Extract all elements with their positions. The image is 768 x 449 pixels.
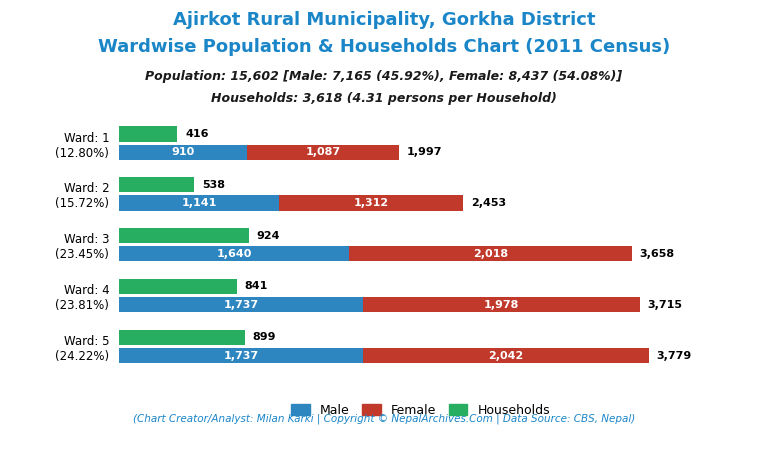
Text: 910: 910	[171, 147, 194, 157]
Text: 2,042: 2,042	[488, 351, 523, 361]
Bar	[119, 177, 194, 192]
Text: 1,141: 1,141	[181, 198, 217, 208]
Bar	[119, 330, 245, 345]
Text: 1,737: 1,737	[223, 299, 258, 310]
Bar	[119, 145, 247, 160]
Bar	[362, 348, 649, 363]
Text: Households: 3,618 (4.31 persons per Household): Households: 3,618 (4.31 persons per Hous…	[211, 92, 557, 105]
Bar	[119, 297, 362, 313]
Text: 416: 416	[185, 129, 209, 139]
Text: Population: 15,602 [Male: 7,165 (45.92%), Female: 8,437 (54.08%)]: Population: 15,602 [Male: 7,165 (45.92%)…	[145, 70, 623, 83]
Bar	[119, 348, 362, 363]
Text: Ajirkot Rural Municipality, Gorkha District: Ajirkot Rural Municipality, Gorkha Distr…	[173, 11, 595, 29]
Bar	[119, 246, 349, 261]
Text: (Chart Creator/Analyst: Milan Karki | Copyright © NepalArchives.Com | Data Sourc: (Chart Creator/Analyst: Milan Karki | Co…	[133, 414, 635, 424]
Text: Wardwise Population & Households Chart (2011 Census): Wardwise Population & Households Chart (…	[98, 38, 670, 56]
Text: 3,779: 3,779	[657, 351, 692, 361]
Text: 1,978: 1,978	[484, 299, 519, 310]
Bar	[119, 279, 237, 294]
Text: 3,658: 3,658	[640, 249, 675, 259]
Bar	[349, 246, 632, 261]
Bar	[279, 195, 463, 211]
Bar	[119, 228, 249, 243]
Text: 1,312: 1,312	[353, 198, 389, 208]
Bar	[119, 195, 279, 211]
Text: 924: 924	[257, 230, 280, 241]
Text: 2,453: 2,453	[471, 198, 506, 208]
Text: 538: 538	[202, 180, 225, 190]
Bar	[119, 126, 177, 141]
Text: 1,737: 1,737	[223, 351, 258, 361]
Text: 841: 841	[245, 282, 268, 291]
Text: 1,087: 1,087	[305, 147, 340, 157]
Bar	[362, 297, 640, 313]
Text: 899: 899	[253, 332, 276, 342]
Legend: Male, Female, Households: Male, Female, Households	[286, 399, 555, 422]
Text: 2,018: 2,018	[473, 249, 508, 259]
Text: 1,640: 1,640	[217, 249, 252, 259]
Text: 3,715: 3,715	[647, 299, 683, 310]
Text: 1,997: 1,997	[407, 147, 442, 157]
Bar	[247, 145, 399, 160]
